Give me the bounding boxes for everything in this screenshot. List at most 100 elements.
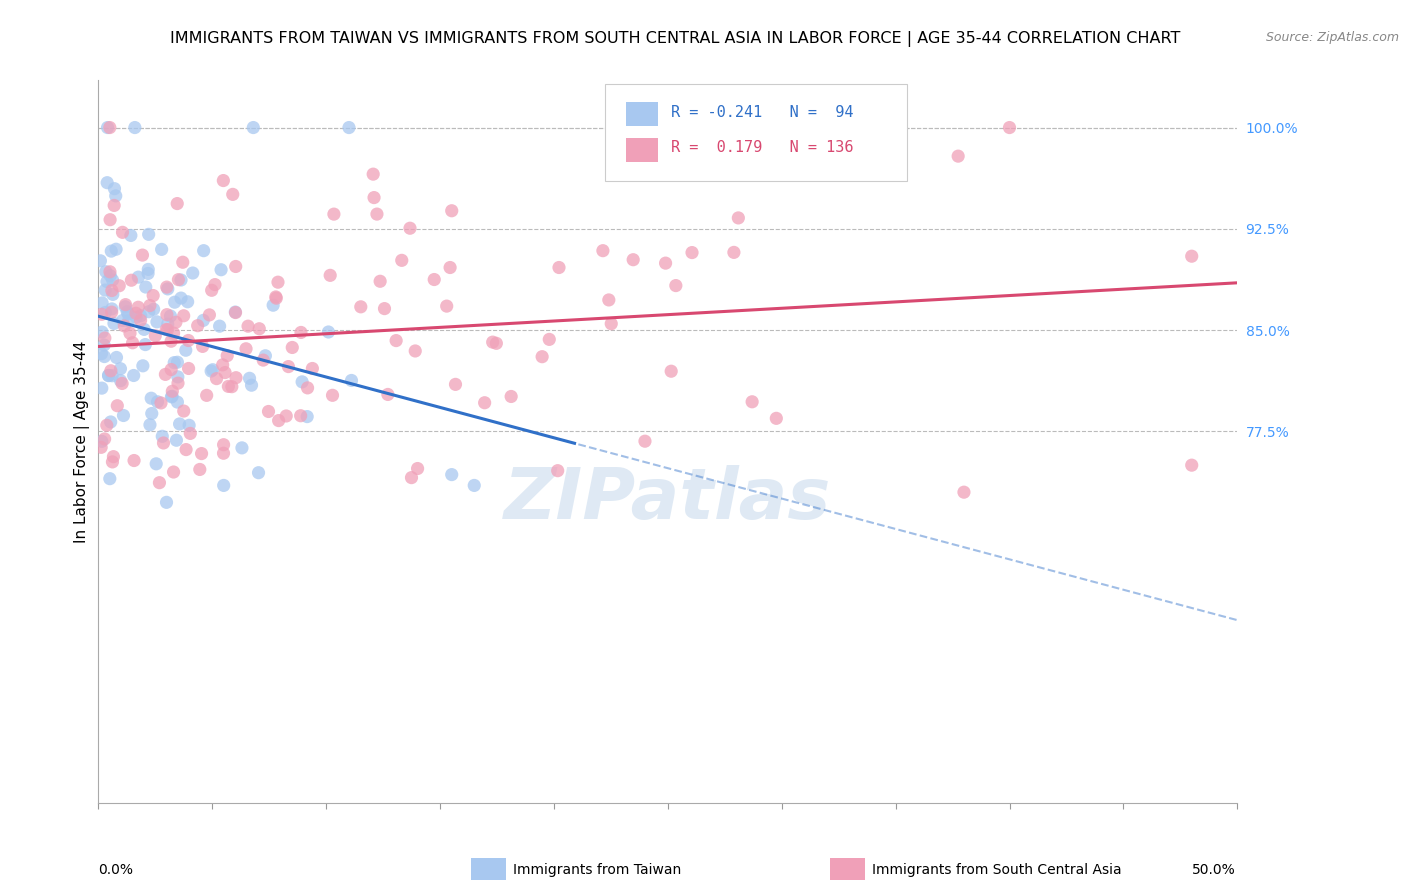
Point — [634, 434, 657, 449]
Point — [1181, 458, 1204, 472]
Text: 0.0%: 0.0% — [98, 863, 134, 877]
Point — [129, 309, 152, 323]
Point — [440, 203, 463, 218]
Point — [172, 255, 194, 269]
Point — [214, 366, 236, 380]
Point — [120, 228, 142, 243]
Point — [235, 342, 257, 356]
Point — [225, 370, 247, 384]
Point — [117, 314, 139, 328]
Point — [160, 334, 183, 349]
Text: R =  0.179   N = 136: R = 0.179 N = 136 — [671, 140, 853, 155]
Point — [162, 465, 184, 479]
Point — [159, 309, 181, 323]
Point — [538, 332, 561, 346]
Point — [654, 256, 676, 270]
Point — [501, 389, 523, 403]
Point — [191, 339, 214, 353]
Point — [531, 350, 554, 364]
Point — [122, 453, 145, 467]
Point — [132, 359, 155, 373]
Point — [548, 260, 571, 275]
Point — [998, 120, 1021, 135]
Point — [187, 318, 209, 333]
Point — [681, 245, 703, 260]
Point — [337, 120, 360, 135]
Point — [101, 455, 124, 469]
Point — [385, 334, 408, 348]
Point — [211, 358, 233, 372]
Point — [276, 409, 298, 423]
Point — [340, 374, 363, 388]
Point — [373, 301, 395, 316]
Point — [281, 341, 304, 355]
Point — [132, 322, 155, 336]
Point — [179, 426, 201, 441]
Point — [96, 176, 118, 190]
Point — [127, 300, 149, 314]
Point — [98, 472, 121, 486]
Text: Immigrants from South Central Asia: Immigrants from South Central Asia — [872, 863, 1122, 877]
Point — [96, 275, 118, 289]
Point — [463, 478, 485, 492]
Point — [114, 300, 136, 314]
Point — [165, 434, 187, 448]
Point — [120, 273, 142, 287]
Point — [94, 283, 117, 297]
Text: 50.0%: 50.0% — [1192, 863, 1236, 877]
Point — [93, 350, 115, 364]
Point — [177, 334, 200, 348]
Point — [94, 305, 117, 319]
Point — [138, 304, 160, 318]
Point — [152, 436, 174, 450]
Point — [101, 301, 124, 316]
Point — [363, 191, 385, 205]
Point — [100, 364, 122, 378]
Point — [91, 296, 114, 310]
Point — [361, 167, 384, 181]
Point — [173, 309, 195, 323]
Point — [176, 294, 198, 309]
Point — [222, 187, 245, 202]
Point — [98, 265, 121, 279]
Point — [201, 283, 224, 297]
Point — [90, 440, 112, 454]
Point — [240, 378, 263, 392]
Point — [162, 384, 184, 399]
Point — [141, 407, 163, 421]
Point — [136, 267, 159, 281]
Point — [765, 411, 787, 425]
Point — [112, 409, 135, 423]
Point — [156, 280, 179, 294]
Point — [727, 211, 749, 225]
Text: R = -0.241   N =  94: R = -0.241 N = 94 — [671, 105, 853, 120]
Point — [103, 317, 125, 331]
Point — [291, 375, 314, 389]
Text: Source: ZipAtlas.com: Source: ZipAtlas.com — [1265, 31, 1399, 45]
Point — [142, 302, 165, 317]
Point — [135, 280, 157, 294]
Point — [225, 305, 247, 319]
Point — [141, 391, 163, 405]
Point — [193, 244, 215, 258]
Point — [160, 362, 183, 376]
Point — [91, 325, 114, 339]
Point — [139, 299, 162, 313]
Point — [97, 368, 120, 383]
Point — [621, 252, 644, 267]
Point — [247, 466, 270, 480]
Point — [101, 284, 124, 298]
Point — [148, 475, 170, 490]
Point — [212, 446, 235, 460]
Point — [204, 277, 226, 292]
Point — [111, 376, 134, 391]
Point — [440, 467, 463, 482]
Point — [138, 227, 160, 242]
Point — [247, 322, 270, 336]
Point — [209, 262, 232, 277]
Point — [401, 470, 423, 484]
Point — [217, 349, 239, 363]
Point — [111, 313, 134, 327]
Point — [146, 394, 169, 409]
Point — [110, 374, 132, 388]
